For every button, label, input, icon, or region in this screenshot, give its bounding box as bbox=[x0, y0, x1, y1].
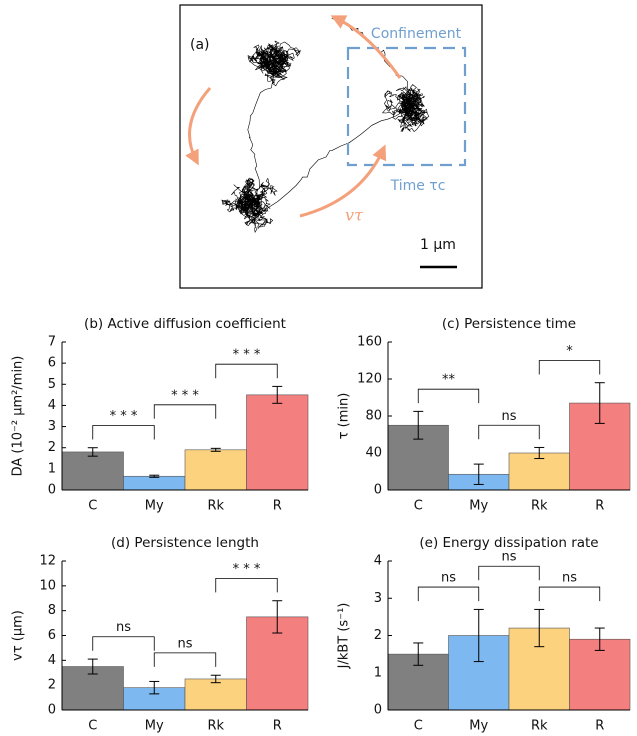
trajectories bbox=[221, 18, 430, 234]
x-tick-label: C bbox=[88, 499, 97, 514]
y-tick-label: 10 bbox=[39, 578, 56, 593]
y-tick-label: 0 bbox=[48, 483, 56, 498]
x-tick-label: R bbox=[273, 499, 282, 514]
y-tick-label: 2 bbox=[374, 628, 382, 643]
significance-label: * * * bbox=[110, 409, 138, 424]
panel-frame bbox=[179, 4, 483, 289]
y-axis-label: vτ (μm) bbox=[11, 610, 26, 661]
bar bbox=[61, 451, 124, 491]
y-tick-label: 1 bbox=[48, 461, 56, 476]
y-tick-label: 3 bbox=[48, 419, 56, 434]
significance-bracket bbox=[538, 360, 601, 375]
bar bbox=[569, 638, 631, 711]
bar bbox=[123, 475, 186, 491]
y-tick-label: 0 bbox=[374, 483, 382, 498]
y-tick-label: 12 bbox=[39, 554, 56, 569]
bar bbox=[508, 452, 570, 491]
y-axis-label: DA (10⁻² μm²/min) bbox=[11, 356, 26, 477]
x-tick-label: Rk bbox=[531, 719, 548, 734]
x-tick-label: Rk bbox=[207, 719, 224, 734]
arrow bbox=[330, 15, 402, 79]
x-tick-label: C bbox=[88, 719, 97, 734]
chart-title: (d) Persistence length bbox=[111, 535, 259, 551]
significance-label: ns bbox=[441, 571, 456, 586]
significance-bracket bbox=[215, 577, 278, 593]
x-tick-label: Rk bbox=[531, 499, 548, 514]
x-tick-label: My bbox=[469, 499, 488, 514]
x-tick-label: R bbox=[273, 719, 282, 734]
significance-label: ** bbox=[442, 373, 456, 388]
chart-title: (c) Persistence time bbox=[442, 316, 576, 332]
significance-bracket bbox=[153, 404, 217, 419]
y-tick-label: 40 bbox=[365, 446, 382, 461]
y-tick-label: 4 bbox=[48, 653, 56, 668]
significance-bracket bbox=[92, 636, 155, 651]
y-tick-label: 0 bbox=[374, 703, 382, 718]
significance-label: ns bbox=[501, 409, 516, 424]
y-tick-label: 4 bbox=[374, 554, 382, 569]
y-tick-label: 2 bbox=[48, 678, 56, 693]
arrow bbox=[185, 87, 212, 166]
trajectory bbox=[221, 18, 430, 234]
velocity-label: vτ bbox=[345, 206, 364, 225]
y-tick-label: 80 bbox=[365, 409, 382, 424]
bar bbox=[246, 394, 309, 491]
scale-label: 1 μm bbox=[420, 237, 456, 253]
significance-bracket bbox=[215, 363, 278, 379]
y-tick-label: 7 bbox=[48, 335, 56, 350]
bar bbox=[184, 449, 247, 491]
significance-label: * * * bbox=[233, 562, 261, 577]
arrow bbox=[299, 144, 387, 218]
y-tick-label: 1 bbox=[374, 665, 382, 680]
significance-bracket bbox=[538, 586, 601, 602]
x-tick-label: My bbox=[469, 719, 488, 734]
time-label: Time τc bbox=[390, 178, 446, 194]
significance-bracket bbox=[417, 388, 480, 404]
y-tick-label: 0 bbox=[48, 703, 56, 718]
significance-label: ns bbox=[501, 550, 516, 565]
confinement-label: Confinement bbox=[371, 26, 462, 42]
x-tick-label: My bbox=[145, 719, 164, 734]
y-tick-label: 6 bbox=[48, 628, 56, 643]
y-tick-label: 160 bbox=[357, 335, 382, 350]
x-tick-label: C bbox=[414, 719, 423, 734]
confinement-box bbox=[346, 46, 467, 167]
y-tick-label: 4 bbox=[48, 398, 56, 413]
y-tick-label: 6 bbox=[48, 356, 56, 371]
x-tick-label: Rk bbox=[207, 499, 224, 514]
significance-label: ns bbox=[177, 636, 192, 651]
significance-label: * * * bbox=[171, 388, 199, 403]
y-axis-label: τ (min) bbox=[337, 393, 352, 440]
x-tick-label: C bbox=[414, 499, 423, 514]
significance-label: * * * bbox=[233, 348, 261, 363]
x-tick-label: R bbox=[595, 499, 604, 514]
chart-title: (b) Active diffusion coefficient bbox=[84, 316, 286, 332]
significance-bracket bbox=[478, 424, 540, 440]
y-tick-label: 8 bbox=[48, 603, 56, 618]
panel-label: (a) bbox=[190, 37, 210, 53]
y-axis-label: J/kBT (s⁻¹) bbox=[337, 603, 352, 670]
significance-label: ns bbox=[562, 571, 577, 586]
panel-a: (a) Confinement Time τc vτ 1 μm bbox=[179, 4, 483, 289]
y-tick-label: 3 bbox=[374, 591, 382, 606]
significance-label: ns bbox=[116, 620, 131, 635]
significance-bracket bbox=[478, 565, 540, 581]
chart-title: (e) Energy dissipation rate bbox=[419, 535, 598, 551]
y-tick-label: 5 bbox=[48, 377, 56, 392]
y-tick-label: 120 bbox=[357, 372, 382, 387]
significance-bracket bbox=[417, 586, 480, 602]
y-tick-label: 2 bbox=[48, 440, 56, 455]
significance-bracket bbox=[92, 425, 155, 440]
x-tick-label: My bbox=[145, 499, 164, 514]
significance-bracket bbox=[153, 652, 217, 667]
bar bbox=[184, 678, 247, 711]
x-tick-label: R bbox=[595, 719, 604, 734]
significance-label: * bbox=[566, 344, 573, 359]
